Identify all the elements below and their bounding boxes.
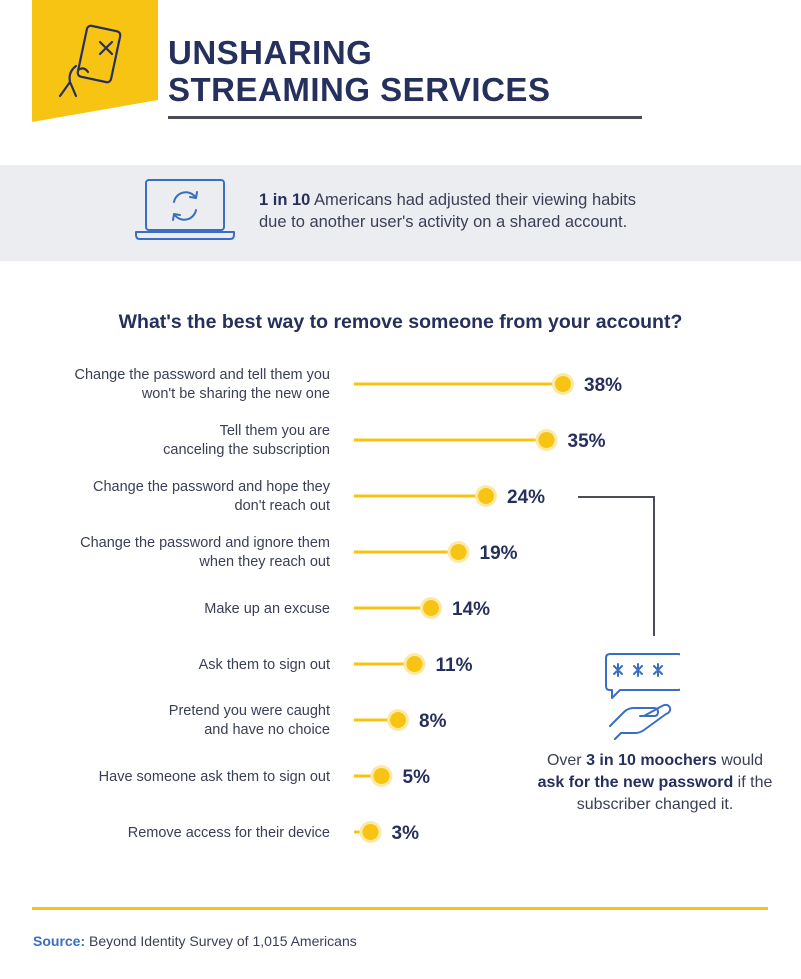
category-label: Tell them you are	[220, 423, 330, 439]
category-label: Have someone ask them to sign out	[99, 769, 330, 785]
source-text: Beyond Identity Survey of 1,015 American…	[85, 933, 357, 949]
callout-text: Over 3 in 10 moochers would ask for the …	[535, 750, 775, 816]
callout-highlight-1: 3 in 10 moochers	[586, 752, 717, 769]
data-point	[406, 656, 423, 672]
data-point	[362, 824, 379, 840]
callout-graphic	[578, 496, 680, 740]
chart-row: Pretend you were caught and have no choic…	[169, 703, 447, 738]
data-point	[423, 600, 439, 616]
chart-row: Have someone ask them to sign out 5%	[99, 765, 430, 788]
header-badge	[32, 0, 158, 122]
value-label: 3%	[392, 823, 420, 844]
chart-row: Tell them you are canceling the subscript…	[163, 423, 605, 458]
value-label: 19%	[480, 543, 518, 564]
category-label: when they reach out	[198, 554, 330, 570]
data-point	[373, 768, 390, 784]
chart-row: Make up an excuse 14%	[204, 597, 490, 620]
laptop-sync-icon	[135, 179, 235, 240]
stat-text: 1 in 10 Americans had adjusted their vie…	[259, 189, 729, 233]
title-divider	[168, 116, 642, 119]
title-line-2: STREAMING SERVICES	[168, 71, 551, 108]
data-point	[390, 712, 406, 728]
category-label: won't be sharing the new one	[141, 386, 330, 402]
chart-row: Remove access for their device 3%	[128, 821, 419, 844]
value-label: 5%	[403, 767, 431, 788]
value-label: 8%	[419, 711, 447, 732]
callout-highlight-2: ask for the new password	[537, 774, 734, 791]
phone-cancel-icon	[58, 24, 122, 98]
chart-row: Ask them to sign out 11%	[199, 653, 473, 676]
value-label: 38%	[584, 375, 622, 396]
category-label: canceling the subscription	[163, 442, 330, 458]
category-label: Pretend you were caught	[169, 703, 330, 719]
data-point	[450, 544, 467, 560]
source-label: Source:	[33, 933, 86, 949]
source-note: Source: Beyond Identity Survey of 1,015 …	[33, 933, 357, 949]
data-point	[538, 432, 555, 448]
callout-connector	[578, 496, 655, 636]
chart-row: Change the password and ignore them when …	[80, 535, 518, 570]
lollipop-chart: Change the password and tell them you won…	[74, 367, 622, 844]
stat-text-rest: Americans had adjusted their viewing hab…	[310, 191, 636, 209]
stat-text-line-2: due to another user's activity on a shar…	[259, 213, 628, 231]
category-label: Change the password and tell them you	[74, 367, 330, 383]
data-point	[555, 376, 571, 392]
chart-title: What's the best way to remove someone fr…	[118, 311, 683, 333]
category-label: and have no choice	[204, 722, 330, 738]
stat-highlight: 1 in 10	[259, 191, 311, 209]
category-label: Ask them to sign out	[199, 657, 330, 673]
category-label: Make up an excuse	[204, 601, 330, 617]
category-label: Change the password and ignore them	[80, 535, 330, 551]
value-label: 14%	[452, 599, 490, 620]
callout-prefix: Over	[546, 752, 587, 769]
page-title: UNSHARING STREAMING SERVICES	[168, 34, 550, 108]
category-label: don't reach out	[235, 498, 330, 514]
value-label: 24%	[507, 487, 545, 508]
password-hand-icon	[605, 653, 680, 740]
callout-suffix: if the subscriber changed it.	[576, 774, 773, 813]
chart-row: Change the password and hope they don't r…	[93, 479, 545, 514]
callout-mid: would	[716, 752, 764, 769]
stat-band	[0, 165, 801, 261]
value-label: 35%	[568, 431, 606, 452]
title-line-1: UNSHARING	[168, 34, 373, 71]
chart-row: Change the password and tell them you won…	[74, 367, 622, 402]
category-label: Change the password and hope they	[93, 479, 331, 495]
value-label: 11%	[436, 655, 473, 676]
category-label: Remove access for their device	[128, 825, 330, 841]
footer-divider	[32, 907, 768, 910]
data-point	[478, 488, 494, 504]
